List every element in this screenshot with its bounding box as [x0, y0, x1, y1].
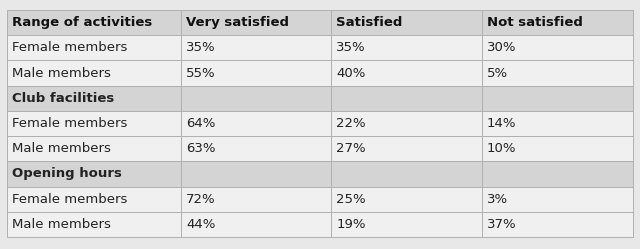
Text: Female members: Female members [12, 117, 127, 130]
Bar [332, 187, 481, 212]
Bar [481, 187, 633, 212]
Text: 35%: 35% [186, 41, 216, 54]
Bar [332, 161, 481, 187]
Text: Club facilities: Club facilities [12, 92, 115, 105]
Text: 63%: 63% [186, 142, 216, 155]
Text: 40%: 40% [336, 66, 365, 80]
Text: Very satisfied: Very satisfied [186, 16, 289, 29]
Bar [7, 86, 181, 111]
Text: 55%: 55% [186, 66, 216, 80]
Text: 44%: 44% [186, 218, 216, 231]
Text: 64%: 64% [186, 117, 216, 130]
Bar [481, 10, 633, 35]
Text: Opening hours: Opening hours [12, 167, 122, 181]
Bar [481, 35, 633, 61]
Text: Male members: Male members [12, 66, 111, 80]
Text: Range of activities: Range of activities [12, 16, 152, 29]
Text: Not satisfied: Not satisfied [486, 16, 582, 29]
Bar [181, 35, 332, 61]
Bar [7, 212, 181, 237]
Bar [332, 61, 481, 86]
Bar [181, 10, 332, 35]
Bar [181, 212, 332, 237]
Bar [481, 212, 633, 237]
Bar [181, 161, 332, 187]
Text: 19%: 19% [336, 218, 366, 231]
Bar [181, 86, 332, 111]
Text: 5%: 5% [486, 66, 508, 80]
Text: 27%: 27% [336, 142, 366, 155]
Text: Female members: Female members [12, 193, 127, 206]
Bar [7, 161, 181, 187]
Text: Male members: Male members [12, 218, 111, 231]
Bar [481, 61, 633, 86]
Bar [181, 111, 332, 136]
Bar [481, 136, 633, 161]
Bar [7, 35, 181, 61]
Bar [181, 136, 332, 161]
Text: Male members: Male members [12, 142, 111, 155]
Bar [332, 111, 481, 136]
Bar [7, 111, 181, 136]
Text: 35%: 35% [336, 41, 366, 54]
Bar [7, 136, 181, 161]
Text: 22%: 22% [336, 117, 366, 130]
Bar [7, 10, 181, 35]
Text: 30%: 30% [486, 41, 516, 54]
Text: Female members: Female members [12, 41, 127, 54]
Bar [7, 187, 181, 212]
Text: 3%: 3% [486, 193, 508, 206]
Bar [332, 212, 481, 237]
Bar [481, 111, 633, 136]
Text: 72%: 72% [186, 193, 216, 206]
Bar [481, 86, 633, 111]
Bar [181, 61, 332, 86]
Text: 25%: 25% [336, 193, 366, 206]
Bar [332, 86, 481, 111]
Bar [7, 61, 181, 86]
Bar [332, 10, 481, 35]
Bar [332, 136, 481, 161]
Bar [181, 187, 332, 212]
Text: 37%: 37% [486, 218, 516, 231]
Text: 14%: 14% [486, 117, 516, 130]
Text: Satisfied: Satisfied [336, 16, 403, 29]
Text: 10%: 10% [486, 142, 516, 155]
Bar [481, 161, 633, 187]
Bar [332, 35, 481, 61]
